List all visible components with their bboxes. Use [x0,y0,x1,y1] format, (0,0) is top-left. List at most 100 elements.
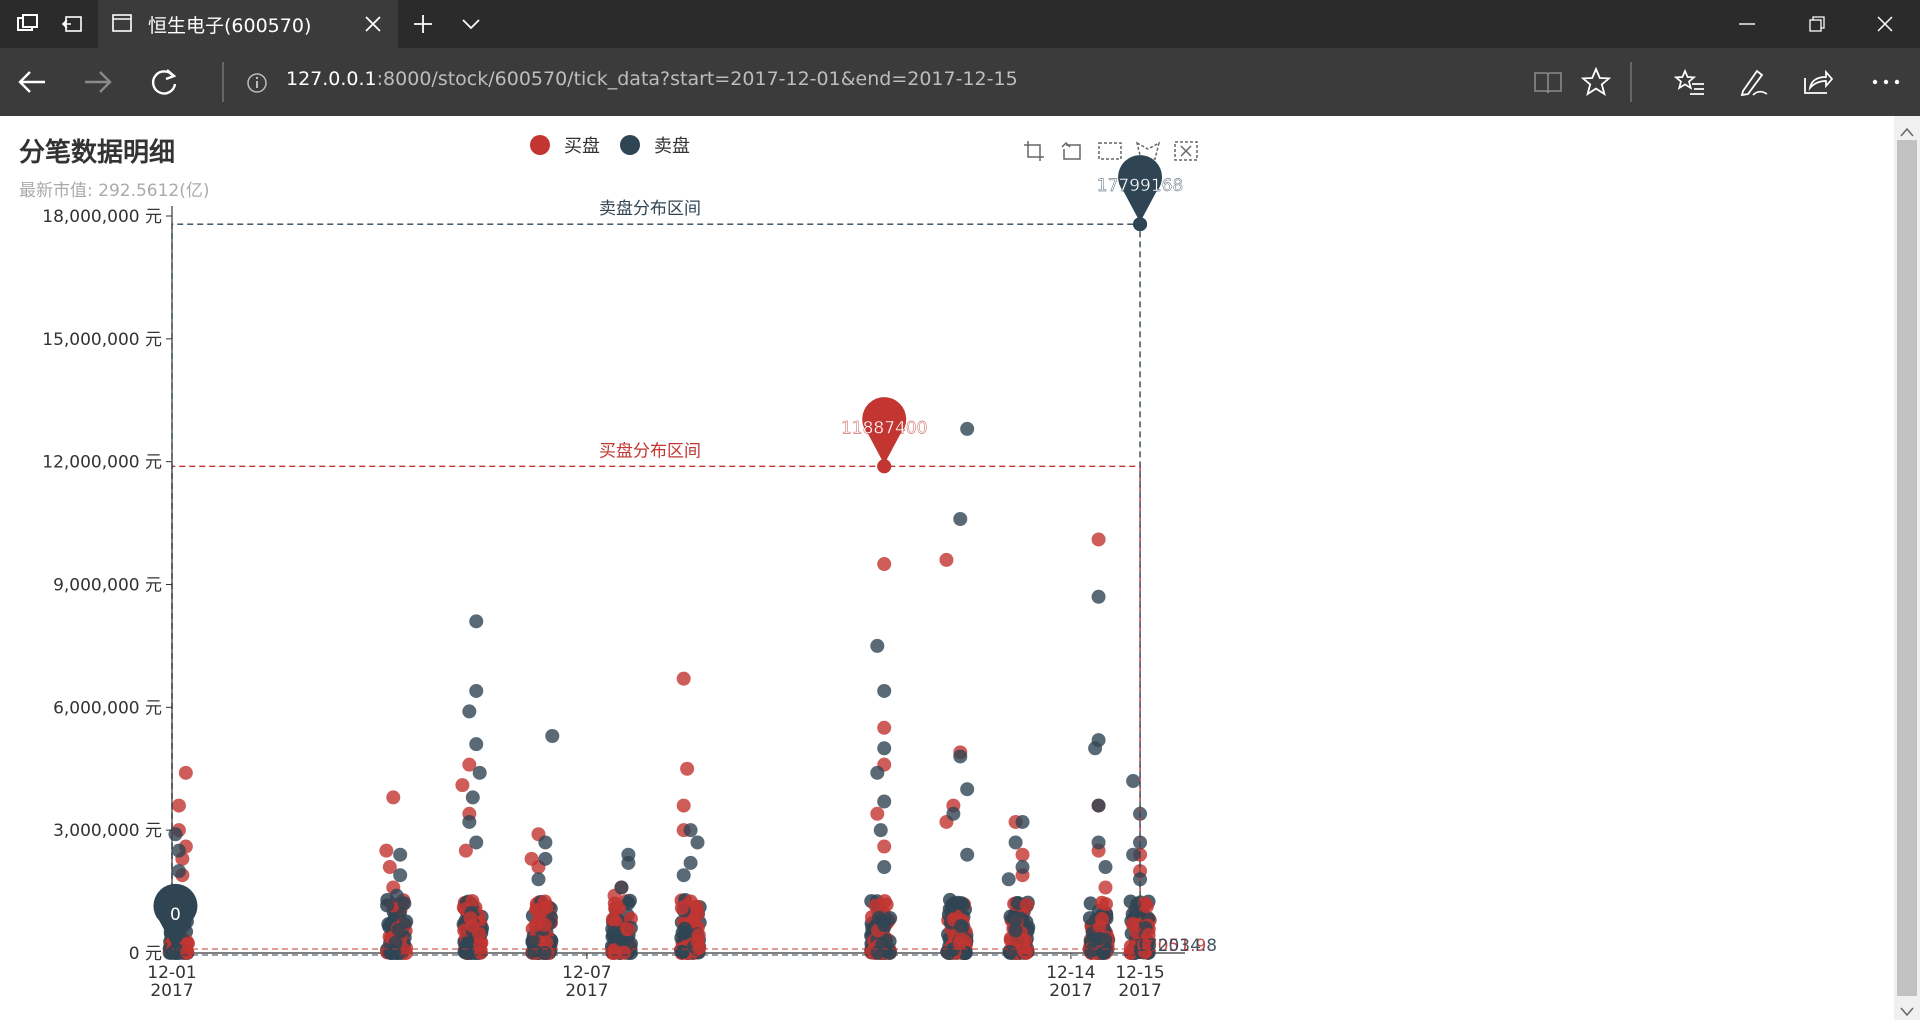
sell-point [946,806,961,821]
sell-max-point [1133,217,1148,232]
scatter-point [463,911,478,926]
chart-subtitle: 最新市值: 292.5612(亿) [19,181,210,201]
scatter-point [868,898,883,913]
tab-manager-icon[interactable] [8,0,48,48]
sell-point [1088,741,1103,756]
scatter-point [691,928,706,943]
back-icon[interactable] [2,48,62,116]
sell-point [472,765,487,780]
scatter-point [1003,945,1018,960]
refresh-icon[interactable] [134,48,194,116]
minimize-icon[interactable] [1712,0,1782,48]
legend-item-buy[interactable]: 买盘 [530,132,600,158]
forward-icon[interactable] [68,48,128,116]
sell-point [462,704,477,719]
buy-point [1098,880,1113,895]
y-tick-label: 12,000,000 元 [42,453,162,473]
sell-point [171,864,186,879]
zoom-icon[interactable] [1015,136,1053,166]
scatter-point [1008,923,1023,938]
y-tick-label: 15,000,000 元 [42,330,162,350]
y-tick-label: 9,000,000 元 [53,576,162,596]
scatter-point [882,945,897,960]
sell-point [621,855,636,870]
chart-legend: 买盘 卖盘 [530,132,710,158]
share-icon[interactable] [1788,48,1848,116]
sell-point [1015,814,1030,829]
sell-point [873,823,888,838]
sell-point [469,614,484,629]
restore-icon[interactable] [1782,0,1852,48]
polygon-select-icon[interactable] [1129,136,1167,166]
sell-range-label: 卖盘分布区间 [599,199,701,219]
pen-icon[interactable] [1724,48,1784,116]
scatter-point [870,945,885,960]
sell-point [676,868,691,883]
sell-point [960,847,975,862]
scatter-point [1094,895,1109,910]
scatter-point [385,944,400,959]
close-window-icon[interactable] [1850,0,1920,48]
scatter-point [1138,896,1153,911]
y-tick-label: 6,000,000 元 [53,698,162,718]
scatter-point [952,936,967,951]
sell-point [683,823,698,838]
sell-point [877,794,892,809]
sell-point [870,765,885,780]
favorite-star-icon[interactable] [1566,48,1626,116]
scatter-point [1096,945,1111,960]
sell-point [683,855,698,870]
sell-point [545,728,560,743]
scatter-point [1083,896,1098,911]
sell-point [538,835,553,850]
x-tick-label: 12-14 [1046,963,1095,983]
scatter-point [1095,912,1110,927]
sell-point [469,737,484,752]
buy-max-point [877,459,892,474]
buy-point [458,843,473,858]
sell-max-pin [1118,155,1163,223]
scatter-point [605,912,620,927]
scatter-point [617,945,632,960]
buy-point [877,720,892,735]
scroll-up-icon[interactable] [1900,122,1914,141]
new-tab-icon[interactable] [408,0,438,48]
sell-point [1126,774,1141,789]
sell-point [393,868,408,883]
tab-aside-icon[interactable] [52,0,92,48]
clear-select-icon[interactable] [1167,136,1205,166]
legend-buy-marker [530,135,550,155]
x-tick-label: 12-01 [147,963,196,983]
buy-point [462,757,477,772]
info-icon[interactable] [246,72,268,98]
vertical-scrollbar[interactable] [1894,116,1920,1020]
tab-title: 恒生电子(600570) [148,14,312,37]
more-icon[interactable] [1856,48,1916,116]
scatter-point [944,898,959,913]
scroll-down-icon[interactable] [1900,1002,1914,1021]
scatter-point [883,911,898,926]
close-tab-icon[interactable] [364,15,382,37]
rect-select-icon[interactable] [1091,136,1129,166]
chart-title: 分笔数据明细 [19,138,176,168]
scatter-point [399,914,414,929]
tab-active[interactable]: 恒生电子(600570) [98,0,398,48]
scroll-thumb[interactable] [1897,140,1917,996]
scatter-point [460,936,475,951]
sell-min-pin [153,883,198,951]
buy-point [877,839,892,854]
url-field[interactable]: 127.0.0.1:8000/stock/600570/tick_data?st… [286,68,1018,90]
buy-range-line [171,465,1141,949]
sell-point [877,683,892,698]
legend-item-sell[interactable]: 卖盘 [620,132,690,158]
zoom-back-icon[interactable] [1053,136,1091,166]
url-host: 127.0.0.1 [286,68,377,90]
favorites-hub-icon[interactable] [1660,48,1720,116]
buy-point [386,790,401,805]
x-tick-year: 2017 [150,981,193,1001]
scatter-point [1125,916,1140,931]
reading-view-icon[interactable] [1518,48,1578,116]
buy-point [676,671,691,686]
sell-point [469,835,484,850]
chevron-down-icon[interactable] [456,0,486,48]
